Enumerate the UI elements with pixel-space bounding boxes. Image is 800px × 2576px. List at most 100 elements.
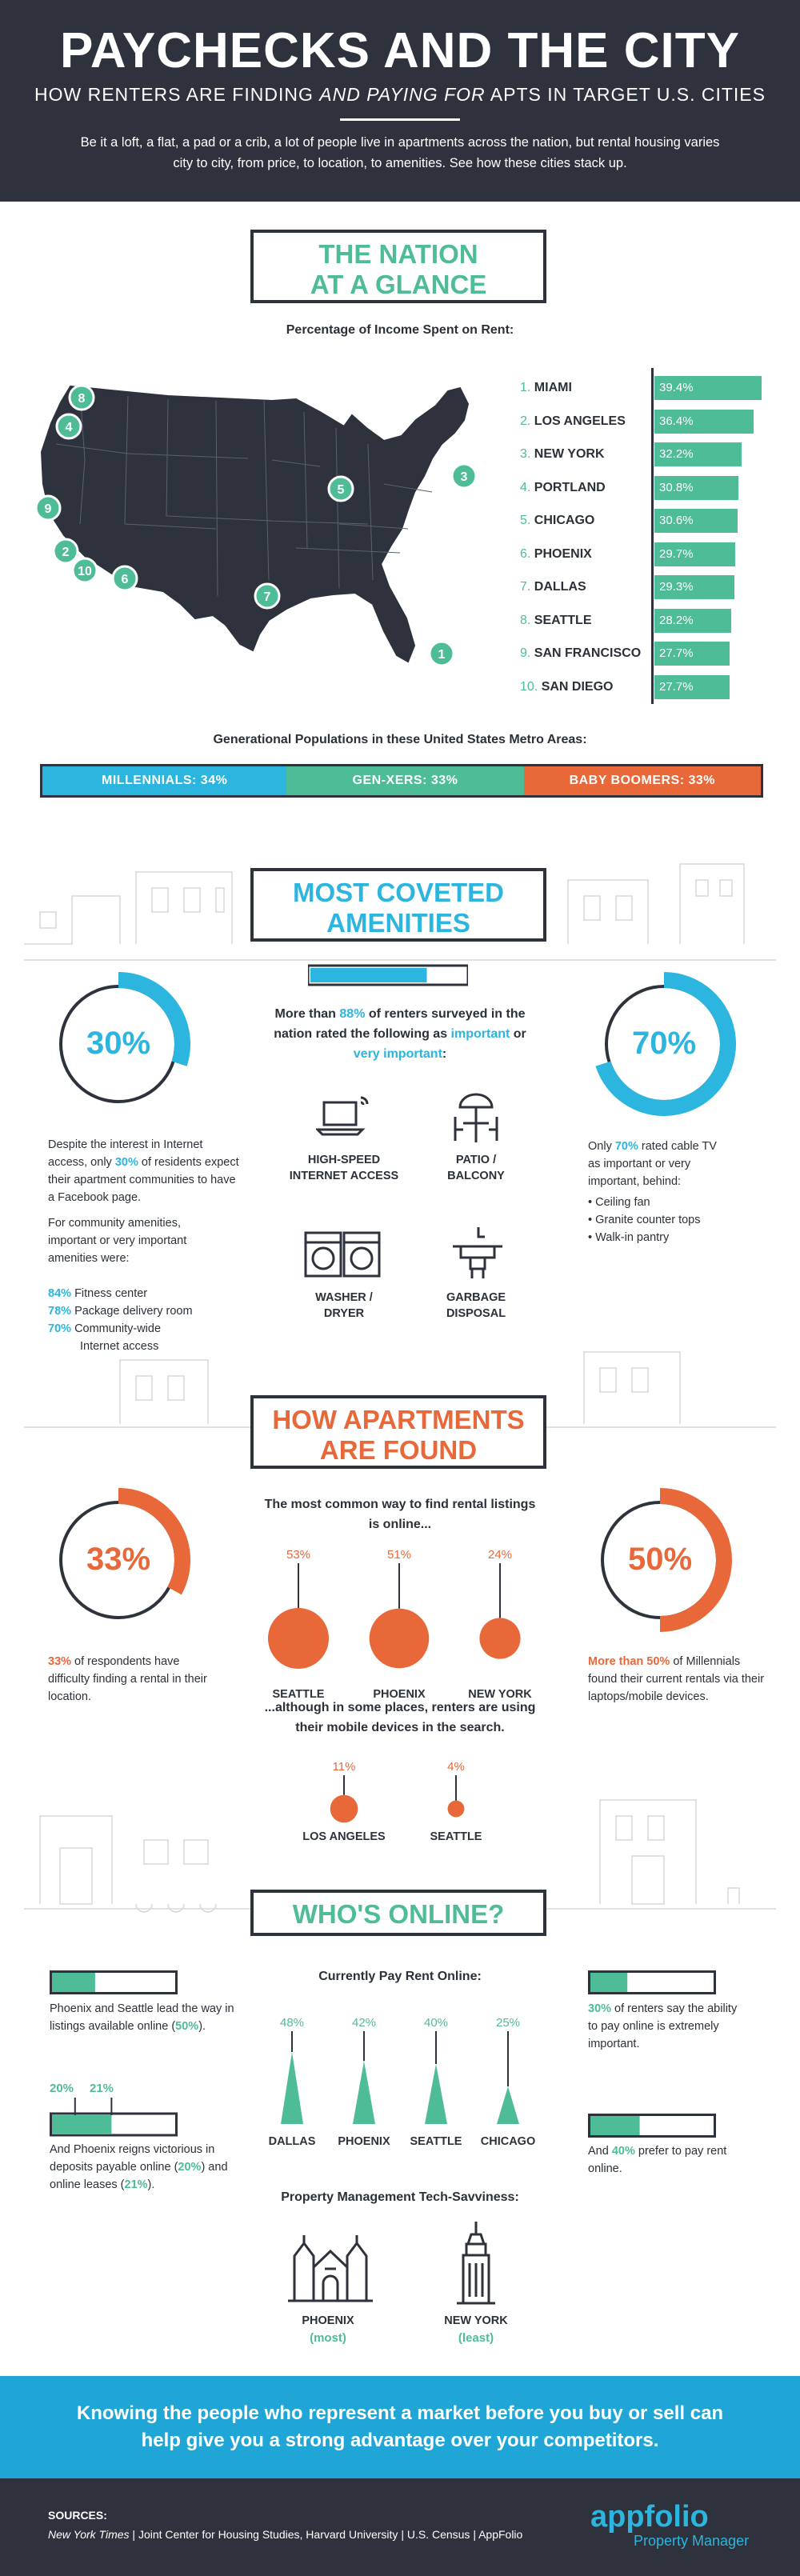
rank-city: CHICAGO: [534, 514, 595, 527]
value-circle: [268, 1608, 329, 1669]
map-marker: 10: [71, 557, 98, 584]
amenities-title-line-2: AMENITIES: [326, 908, 470, 938]
svg-text:4: 4: [66, 421, 73, 434]
cable-tv-text: Only 70% rated cable TV as important or …: [588, 1140, 717, 1188]
ring-value-arc: [659, 1488, 732, 1632]
rank-number: 10.: [520, 679, 542, 694]
prefer-text: And 40% prefer to pay rent online.: [588, 2145, 727, 2175]
deposit-pct-label: 20%: [50, 2082, 74, 2095]
rank-city: PHOENIX: [534, 546, 592, 561]
rank-city: LOS ANGELES: [534, 414, 626, 428]
rank-city: SEATTLE: [534, 613, 592, 627]
rank-bar: 30.8%: [654, 475, 738, 500]
pay-city-label: PHOENIX: [338, 2135, 390, 2148]
us-map: 8 4 9 2 10 6 7 5 3 1: [34, 384, 478, 667]
rank-row: 6. PHOENIX: [520, 542, 592, 566]
listings-progress-fill: [52, 1973, 95, 1992]
generation-segment: MILLENNIALS: 34%: [42, 766, 287, 795]
behind-item: • Ceiling fan: [588, 1196, 650, 1209]
ring-value-arc: [595, 972, 736, 1116]
logo-subtitle: Property Manager: [634, 2533, 750, 2549]
rank-row: 3. NEW YORK: [520, 442, 605, 466]
us-mainland-shape: [40, 385, 470, 663]
rank-row: 1. MIAMI: [520, 376, 572, 400]
amenities-title-line-1: MOST COVETED: [292, 878, 505, 907]
pay-triangle: [425, 2064, 447, 2124]
ring-33-percent: [59, 1488, 190, 1619]
pay-importance-progress: [588, 1970, 716, 1994]
ring-30-label: 30%: [86, 1026, 151, 1061]
pay-city-label: CHICAGO: [481, 2135, 535, 2148]
circle-pct-label: 24%: [488, 1548, 512, 1562]
rank-row: 4. PORTLAND: [520, 476, 606, 500]
skyline-decoration: [24, 863, 776, 961]
rank-number: 7.: [520, 580, 534, 594]
tech-most-note: (most): [310, 2331, 346, 2345]
amenities-title-box: MOST COVETED AMENITIES: [250, 868, 546, 942]
mobile-heading: ...although in some places, renters are …: [264, 1701, 536, 1734]
online-circles: 53% SEATTLE 51% PHOENIX 24% NEW YORK: [268, 1548, 532, 1701]
pay-heading: Currently Pay Rent Online:: [318, 1970, 482, 1983]
importance-text: 30% of renters say the ability to pay on…: [588, 2002, 738, 2050]
footer: SOURCES: New York Times | Joint Center f…: [0, 2478, 800, 2576]
circle-city-label: PHOENIX: [373, 1688, 426, 1701]
laptop-wifi-icon: [316, 1096, 369, 1136]
ring-50-percent: [601, 1488, 732, 1632]
pay-triangle: [353, 2061, 375, 2124]
circle-pct-label: 53%: [286, 1548, 310, 1562]
svg-text:5: 5: [338, 483, 345, 497]
rank-city: MIAMI: [534, 381, 572, 394]
buildings-decoration: [24, 1351, 776, 1428]
rank-bar: 28.2%: [654, 608, 731, 633]
tech-heading: Property Management Tech-Savviness:: [281, 2190, 519, 2204]
svg-text:10: 10: [78, 565, 92, 578]
ring-value-arc: [118, 972, 190, 1066]
rank-number: 3.: [520, 447, 534, 461]
rank-bar: 39.4%: [654, 376, 762, 400]
street-decoration: [24, 1799, 776, 1913]
map-markers: 8 4 9 2 10 6 7 5 3 1: [34, 384, 478, 667]
rank-number: 9.: [520, 646, 534, 660]
rank-bar: 27.7%: [654, 642, 730, 666]
generation-segment: BABY BOOMERS: 33%: [523, 766, 761, 795]
pay-triangle: [497, 2086, 519, 2124]
community-item: 84% Fitness center: [48, 1287, 148, 1300]
svg-text:8: 8: [78, 392, 86, 406]
appfolio-logo[interactable]: appfolio Property Manager: [590, 2501, 774, 2557]
mobile-circles: 11% LOS ANGELES 4% SEATTLE: [302, 1760, 482, 1843]
generations-heading: Generational Populations in these United…: [213, 733, 587, 746]
rank-number: 1.: [520, 381, 534, 394]
pay-pct-label: 48%: [280, 2016, 304, 2030]
map-marker: 5: [327, 475, 354, 502]
svg-text:9: 9: [45, 502, 52, 516]
amenities-progress: [308, 964, 468, 986]
generations-bar: MILLENNIALS: 34% GEN-XERS: 33% BABY BOOMER…: [40, 764, 763, 798]
ring-30-percent: [59, 972, 190, 1103]
value-circle: [330, 1794, 358, 1823]
rank-number: 8.: [520, 613, 534, 627]
header-divider: [340, 118, 460, 121]
pay-triangle: [281, 2052, 303, 2124]
svg-text:1: 1: [438, 648, 446, 662]
rank-number: 5.: [520, 514, 534, 527]
circle-city-label: SEATTLE: [430, 1830, 482, 1843]
map-marker: 7: [254, 582, 281, 610]
amenity-patio-label: PATIO / BALCONY: [447, 1154, 505, 1182]
rank-city: SAN DIEGO: [541, 679, 614, 694]
online-title-box: WHO'S ONLINE?: [250, 1890, 546, 1936]
millennials-text: More than 50% of Millennials found their…: [588, 1655, 765, 1703]
rent-chart-title: Percentage of Income Spent on Rent:: [286, 323, 514, 337]
community-list: 84% Fitness center 78% Package delivery …: [48, 1285, 256, 1355]
value-circle: [447, 1800, 465, 1818]
map-marker: 8: [68, 384, 95, 411]
value-circle: [369, 1608, 430, 1669]
difficulty-text: 33% of respondents have difficulty findi…: [48, 1655, 207, 1703]
nation-title-line-1: THE NATION: [318, 239, 478, 269]
pay-rent-chart: 48% DALLAS 42% PHOENIX 40% SEATTLE 25% CHICAGO: [269, 2016, 536, 2148]
tech-least-note: (least): [458, 2331, 494, 2345]
facebook-text: Despite the interest in Internet access,…: [48, 1138, 239, 1204]
rank-bar: 27.7%: [654, 674, 730, 699]
community-item-cont: Internet access: [80, 1340, 159, 1353]
sources-text: New York Times | Joint Center for Housin…: [48, 2528, 523, 2541]
amenity-internet-label: HIGH-SPEED INTERNET ACCESS: [289, 1154, 399, 1182]
